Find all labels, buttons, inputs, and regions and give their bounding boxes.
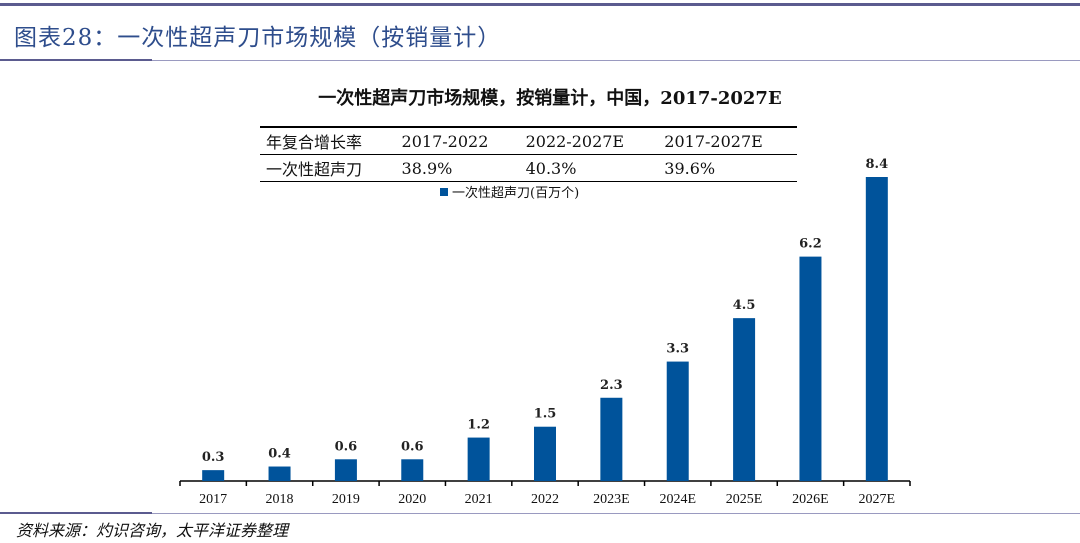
source-note: 资料来源：灼识咨询，太平洋证券整理: [16, 521, 289, 540]
bar: [666, 361, 689, 481]
data-label: 0.6: [401, 439, 424, 454]
top-rule: [0, 3, 1080, 6]
bar: [401, 459, 424, 481]
bar: [202, 470, 225, 481]
x-tick-label: 2027E: [859, 492, 896, 507]
x-tick-label: 2022: [531, 492, 559, 507]
bar: [334, 459, 357, 481]
bar: [467, 437, 490, 481]
cagr-cell: 38.9%: [401, 158, 453, 178]
data-label: 8.4: [866, 157, 889, 172]
x-tick-label: 2025E: [726, 492, 763, 507]
bar: [534, 426, 556, 481]
x-tick-label: 2019: [332, 492, 360, 507]
x-tick-label: 2017: [199, 492, 227, 507]
data-label: 6.2: [799, 237, 822, 252]
cagr-header-cell: 2017-2022: [401, 131, 489, 151]
bar: [733, 318, 756, 481]
data-label: 1.2: [467, 418, 490, 433]
data-label: 3.3: [666, 342, 689, 357]
data-label: 2.3: [600, 378, 623, 393]
bar: [600, 397, 623, 481]
legend-swatch: [440, 187, 448, 196]
x-tick-label: 2024E: [659, 492, 696, 507]
cagr-cell: 40.3%: [525, 158, 577, 178]
cagr-row: 一次性超声刀 38.9% 40.3% 39.6%: [260, 155, 797, 182]
footer-rule: [0, 513, 1080, 514]
legend-label: 一次性超声刀(百万个): [452, 186, 580, 201]
x-tick-label: 2018: [266, 492, 294, 507]
bar: [865, 177, 888, 481]
footer-rule-accent: [0, 512, 152, 514]
data-label: 0.4: [268, 447, 291, 462]
title-rule-accent: [0, 59, 152, 61]
x-tick-label: 2020: [398, 492, 426, 507]
cagr-header-cell: 年复合增长率: [266, 133, 363, 152]
x-tick-label: 2026E: [792, 492, 829, 507]
figure-title: 图表28：一次性超声刀市场规模（按销量计）: [14, 25, 502, 51]
cagr-header-row: 年复合增长率 2017-2022 2022-2027E 2017-2027E: [260, 127, 797, 155]
legend: 一次性超声刀(百万个): [440, 182, 579, 201]
cagr-table: 年复合增长率 2017-2022 2022-2027E 2017-2027E 一…: [260, 126, 797, 182]
title-rule: [0, 60, 1080, 61]
data-label: 0.6: [335, 439, 358, 454]
x-tick-label: 2023E: [593, 492, 630, 507]
cagr-cell: 39.6%: [664, 158, 716, 178]
bar: [799, 256, 822, 481]
cagr-cell: 一次性超声刀: [266, 160, 363, 179]
data-label: 4.5: [733, 298, 756, 313]
chart-title: 一次性超声刀市场规模，按销量计，中国，2017-2027E: [318, 88, 782, 109]
cagr-header-cell: 2022-2027E: [525, 131, 625, 151]
data-label: 1.5: [534, 407, 557, 422]
cagr-header-cell: 2017-2027E: [664, 131, 763, 151]
data-label: 0.3: [202, 450, 225, 465]
x-tick-label: 2021: [465, 492, 493, 507]
bar: [268, 466, 291, 481]
